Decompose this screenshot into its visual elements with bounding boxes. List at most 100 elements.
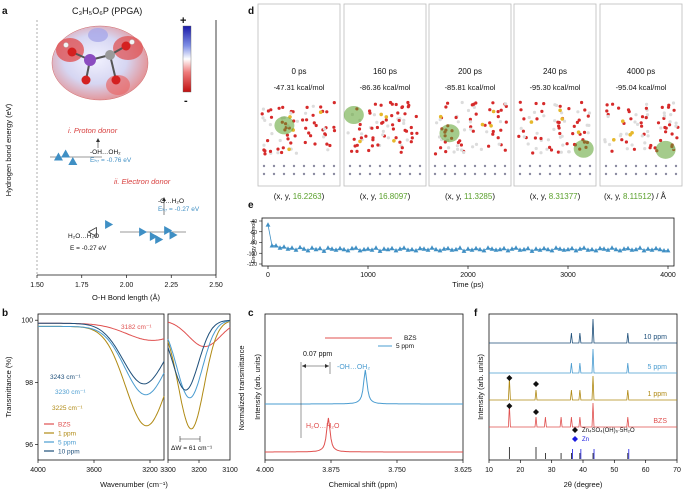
panel-e-ytick-label: -80 [250,241,257,247]
water-atom [629,117,633,121]
water-group: H₂O…H₂O [68,233,99,240]
water-atom [263,152,267,156]
zinc-atom [578,164,582,168]
zinc-atom [332,164,336,168]
zinc-atom [634,172,638,176]
water-atom [462,128,467,132]
zinc-atom [322,172,326,176]
water-atom [266,139,270,143]
water-atom [603,138,607,142]
water-atom [309,134,313,138]
energy-point [645,246,651,251]
energy-point [529,248,535,253]
water-atom [260,112,264,116]
panel-b-xtick-label: 4000 [30,467,46,474]
water-atom [610,149,614,153]
delta-w: ΔW = 61 cm⁻¹ [171,445,213,452]
panel-e-xlabel: Time (ps) [452,280,484,289]
panel-a: a C₃H₅O₆P (PPGA) + - [2,6,223,302]
zinc-atom [493,172,497,176]
zinc-atom [664,164,668,168]
water-atom [311,104,315,108]
zinc-atom [644,164,648,168]
panel-f-ylabel: Intensity (arb. units) [476,354,485,420]
water-atom [435,121,439,125]
ppga-molecule-highlight [343,106,364,124]
water-atom [325,110,329,114]
water-atom [646,129,650,134]
zinc-atom [312,164,316,168]
water-atom [332,129,337,133]
panel-b-ylabel: Transmittance (%) [4,356,13,417]
panel-a-xtick-label: 2.25 [164,282,178,289]
energy-point [305,248,311,253]
water-atom [586,131,590,135]
water-atom [474,142,479,146]
panel-f-xtick-label: 30 [548,467,556,474]
md-frame-coordinate: (x, y, 16.2263) [274,192,325,201]
water-atom [281,146,285,150]
energy-point [365,246,371,251]
electron-group: -O…H₂O [158,198,184,205]
xrd-trace-label: 5 ppm [648,364,668,371]
energy-point [589,246,595,252]
zinc-atom [388,172,392,176]
water-atom [576,110,580,114]
energy-point [477,246,483,252]
electron-donor-point [105,220,114,229]
sulfate-atom [612,138,616,142]
coord-prefix: (x, y, [274,192,293,201]
water-atom [539,136,543,141]
energy-point [545,246,551,252]
proton-donor-label: i. Proton donor [68,126,118,135]
water-atom [644,116,648,120]
energy-point [341,246,347,252]
energy-point [469,247,475,252]
water-atom [487,144,491,148]
zinc-atom [548,172,552,176]
energy-point [473,245,479,251]
sulfate-atom [621,119,625,123]
energy-point [345,248,351,253]
water-atom [289,141,293,145]
water-atom [446,101,450,105]
energy-point [553,245,559,250]
water-atom [504,120,508,124]
water-atom [674,121,678,125]
water-atom [468,117,472,121]
energy-point [661,248,667,253]
energy-point [557,246,563,251]
panel-b-zoom-xtick-label: 3200 [191,467,207,474]
legend-b-label: 1 ppm [58,431,76,438]
zinc-atom [332,172,336,176]
water-atom [649,143,653,148]
water-atom [379,103,383,107]
water-atom [397,118,401,123]
water-atom [307,131,311,135]
zinc-atom [262,164,266,168]
water-atom [534,101,538,106]
panel-a-xtick-label: 2.50 [209,282,223,289]
energy-point [441,246,447,251]
water-atom [571,132,575,136]
energy-point [653,245,659,251]
annotation-3182: 3182 cm⁻¹ [121,324,152,331]
water-atom [522,135,526,139]
zinc-atom [503,164,507,168]
sulfate-atom [392,139,396,143]
water-atom [405,138,409,142]
water-atom [639,121,643,125]
water-atom [346,131,350,135]
md-frame-time: 240 ps [543,67,567,76]
zinc-atom [578,172,582,176]
panel-b-zoom-xtick-label: 3300 [160,467,176,474]
panel-f-xtick-label: 10 [485,467,493,474]
water-atom [548,145,552,149]
zinc-atom [292,172,296,176]
zhs-peak-marker [506,375,513,381]
water-atom [304,111,308,115]
water-atom [643,141,647,145]
panel-b-xtick-label: 3600 [86,467,102,474]
water-atom [281,105,285,109]
annotation-3230: 3230 cm⁻¹ [55,389,86,396]
